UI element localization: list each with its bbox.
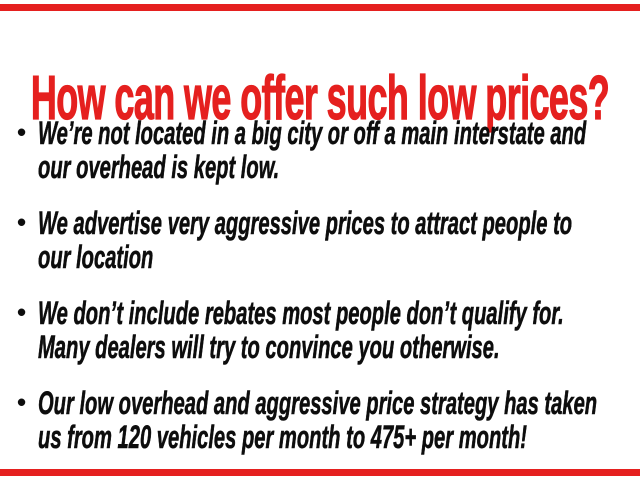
bullet-text-line: We advertise very aggressive prices to a…: [38, 205, 573, 241]
bullet-icon: •: [17, 117, 27, 147]
bullet-text-line: We don’t include rebates most people don…: [38, 295, 564, 331]
bullet-icon: •: [17, 297, 27, 327]
bullet-item: • Our low overhead and aggressive price …: [0, 385, 640, 455]
bullet-icon: •: [17, 207, 27, 237]
bullet-text-line: us from 120 vehicles per month to 475+ p…: [38, 419, 528, 455]
bullet-text-line: Many dealers will try to convince you ot…: [38, 329, 500, 365]
bullet-text-line: our location: [38, 239, 154, 275]
bottom-border-bar: [0, 469, 640, 476]
bullet-text-line: We’re not located in a big city or off a…: [38, 115, 587, 151]
bullet-item: • We don’t include rebates most people d…: [0, 295, 640, 365]
bullet-icon: •: [17, 387, 27, 417]
bullet-text-line: our overhead is kept low.: [38, 149, 280, 185]
bullet-text-line: Our low overhead and aggressive price st…: [38, 385, 598, 421]
bullet-item: • We’re not located in a big city or off…: [0, 115, 640, 185]
top-border-bar: [0, 4, 640, 11]
bullet-item: • We advertise very aggressive prices to…: [0, 205, 640, 275]
page-title: How can we offer such low prices?: [30, 63, 610, 133]
